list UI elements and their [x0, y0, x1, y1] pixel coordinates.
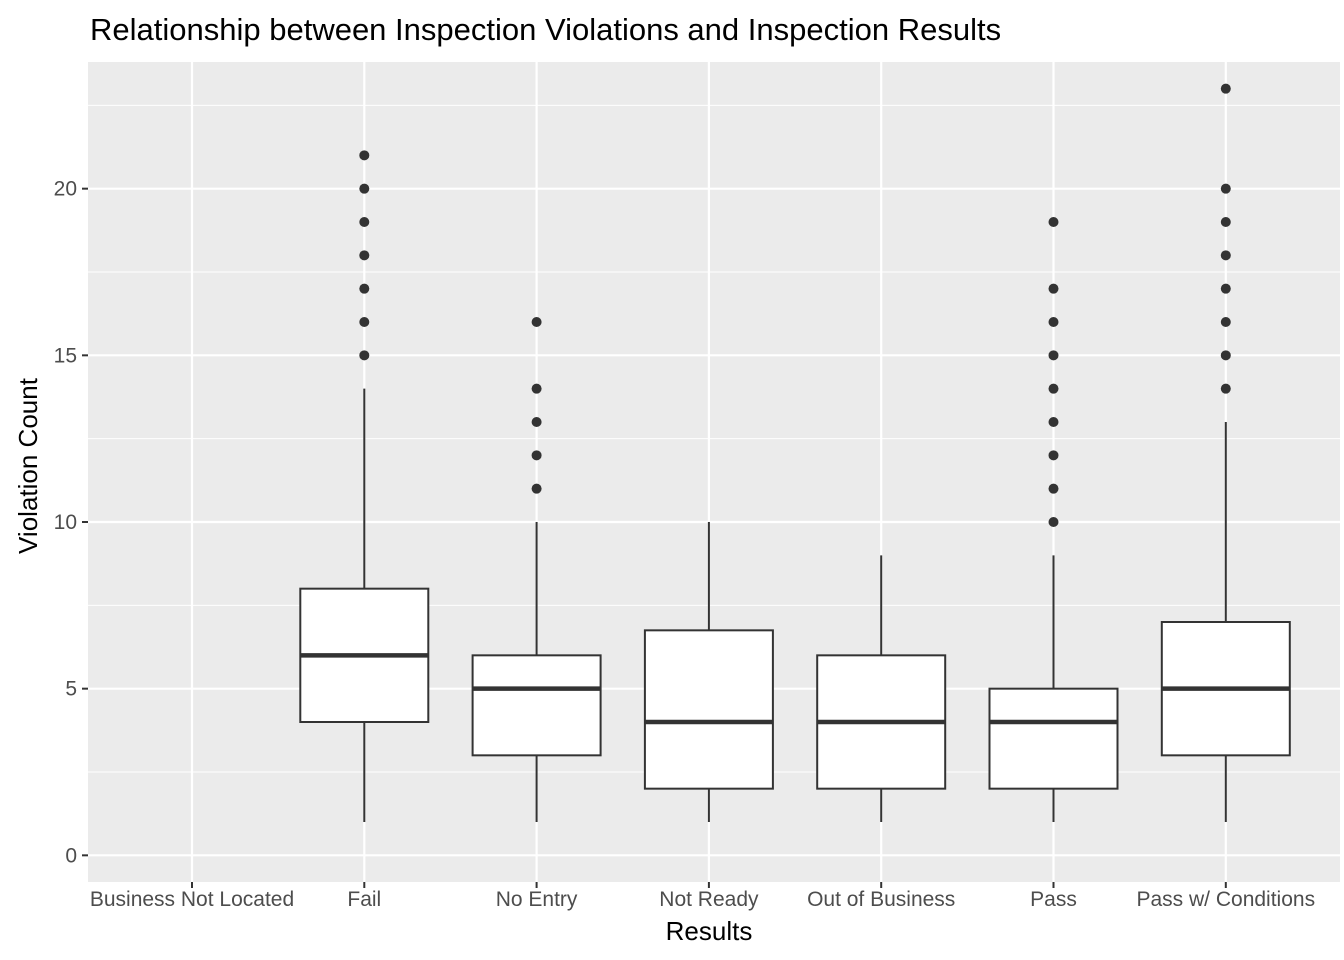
- outlier-point: [531, 417, 542, 427]
- box-fail: [299, 150, 430, 822]
- x-tick-label: Pass w/ Conditions: [1137, 888, 1316, 911]
- outlier-point: [1048, 283, 1059, 294]
- outlier-point: [1048, 317, 1059, 327]
- outlier-point: [1048, 417, 1059, 427]
- chart-title: Relationship between Inspection Violatio…: [90, 12, 1001, 47]
- box-no-entry: [471, 317, 602, 822]
- box-layer: [299, 83, 1291, 822]
- y-tick-label: 5: [65, 678, 77, 701]
- outlier-point: [1220, 317, 1231, 327]
- outlier-point: [1048, 217, 1059, 227]
- outlier-point: [359, 250, 370, 261]
- outlier-point: [1048, 350, 1059, 361]
- x-tick-label: Business Not Located: [90, 888, 294, 911]
- outlier-point: [1220, 283, 1231, 294]
- outlier-point: [359, 317, 370, 327]
- y-tick-label: 15: [54, 344, 77, 367]
- outlier-point: [531, 450, 542, 461]
- outlier-point: [1220, 83, 1231, 94]
- x-axis-title: Results: [666, 916, 753, 946]
- outlier-point: [359, 350, 370, 361]
- x-tick-label: Fail: [347, 888, 381, 911]
- y-tick-label: 10: [54, 511, 77, 534]
- y-axis-title: Violation Count: [13, 377, 43, 554]
- outlier-point: [359, 217, 370, 227]
- gridlines: [88, 62, 1340, 882]
- outlier-point: [1220, 350, 1231, 361]
- outlier-point: [359, 150, 370, 161]
- outlier-point: [1220, 383, 1231, 394]
- outlier-point: [359, 183, 370, 194]
- y-tick-label: 0: [65, 844, 77, 867]
- box-iqr: [471, 654, 602, 757]
- outlier-point: [1048, 483, 1059, 494]
- box-iqr: [643, 629, 774, 790]
- x-tick-label: Pass: [1030, 888, 1077, 911]
- box-out-of-business: [816, 555, 947, 822]
- outlier-point: [359, 283, 370, 294]
- outlier-point: [531, 317, 542, 327]
- outlier-point: [1220, 217, 1231, 227]
- box-iqr: [988, 687, 1119, 790]
- outlier-point: [1048, 517, 1059, 527]
- box-pass-w-conditions: [1160, 83, 1291, 822]
- x-tick-label: Out of Business: [807, 888, 955, 911]
- outlier-point: [531, 383, 542, 394]
- box-pass: [988, 217, 1119, 822]
- outlier-point: [531, 483, 542, 494]
- outlier-point: [1220, 183, 1231, 194]
- x-tick-label: Not Ready: [659, 888, 759, 911]
- box-not-ready: [643, 522, 774, 822]
- outlier-point: [1220, 250, 1231, 261]
- outlier-point: [1048, 450, 1059, 461]
- y-tick-label: 20: [54, 178, 77, 201]
- outlier-point: [1048, 383, 1059, 394]
- axis-ticks: 0 5 10 15 20 Business Not Located Fail No Entry…: [54, 178, 1315, 911]
- x-tick-label: No Entry: [496, 888, 578, 911]
